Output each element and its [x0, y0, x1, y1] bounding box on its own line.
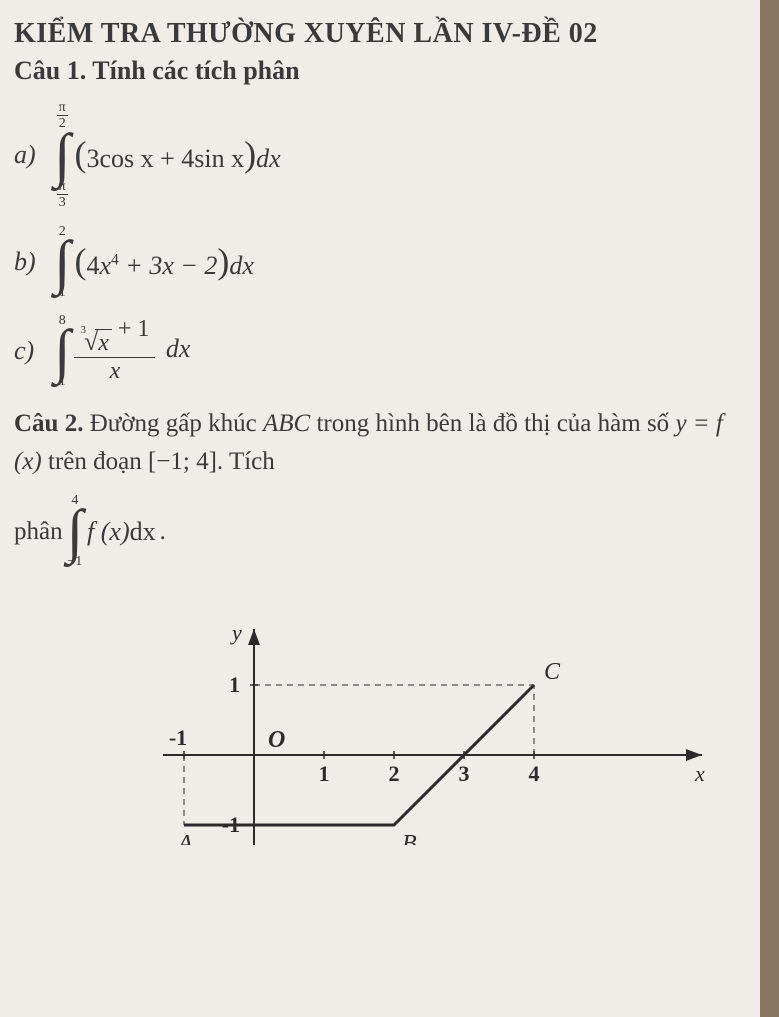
exam-paper: KIỂM TRA THƯỜNG XUYÊN LẦN IV-ĐỀ 02 Câu 1…	[0, 0, 760, 1017]
integral-symbol: 8 ∫ 1	[54, 314, 70, 389]
integrand: f (x)dx	[87, 517, 156, 547]
integral-a: π 2 ∫ π 3 (3cos x + 4sin x)dx	[54, 100, 281, 211]
integral-b: 2 ∫ 1 (4x4 + 3x − 2)dx	[54, 225, 254, 300]
integral-c: 8 ∫ 1 3 √ x + 1 x dx	[54, 314, 190, 389]
svg-text:x: x	[694, 761, 705, 786]
svg-text:1: 1	[319, 761, 330, 786]
item-label: a)	[14, 140, 54, 170]
integrand: (4x4 + 3x − 2)dx	[74, 241, 254, 283]
svg-text:A: A	[176, 831, 193, 845]
graph-figure: -112341-1OyxABC	[104, 605, 740, 850]
q1-item-b: b) 2 ∫ 1 (4x4 + 3x − 2)dx	[14, 225, 740, 300]
lower-limit: 1	[59, 374, 66, 389]
integrand: 3 √ x + 1 x dx	[74, 316, 190, 385]
graph-svg: -112341-1OyxABC	[104, 605, 724, 845]
integrand: (3cos x + 4sin x)dx	[74, 134, 280, 176]
exam-title: KIỂM TRA THƯỜNG XUYÊN LẦN IV-ĐỀ 02	[14, 18, 740, 50]
svg-text:1: 1	[229, 672, 240, 697]
q2-text: Câu 2. Đường gấp khúc ABC trong hình bên…	[14, 405, 740, 483]
svg-text:y: y	[230, 620, 242, 645]
q1-item-c: c) 8 ∫ 1 3 √ x + 1 x dx	[14, 314, 740, 389]
svg-text:-1: -1	[169, 725, 187, 750]
item-label: c)	[14, 336, 54, 366]
integral-symbol: 2 ∫ 1	[54, 225, 70, 300]
cube-root: 3 √ x	[80, 327, 111, 357]
q1-item-a: a) π 2 ∫ π 3 (3cos x + 4sin x)	[14, 100, 740, 211]
integral-q2: 4 ∫ −1 f (x)dx	[67, 494, 156, 569]
svg-text:3: 3	[459, 761, 470, 786]
svg-text:O: O	[268, 727, 285, 753]
lower-limit: −1	[67, 554, 82, 569]
lower-limit: π 3	[57, 178, 68, 211]
integral-symbol: π 2 ∫ π 3	[54, 100, 70, 211]
q2-integral-row: phân 4 ∫ −1 f (x)dx .	[14, 494, 740, 569]
svg-text:C: C	[544, 659, 561, 685]
svg-text:2: 2	[389, 761, 400, 786]
item-label: b)	[14, 247, 54, 277]
svg-text:B: B	[402, 831, 417, 845]
lower-limit: 1	[59, 285, 66, 300]
q2-label: Câu 2.	[14, 410, 83, 437]
integral-symbol: 4 ∫ −1	[67, 494, 83, 569]
svg-text:4: 4	[529, 761, 540, 786]
q1-heading: Câu 1. Tính các tích phân	[14, 56, 740, 86]
